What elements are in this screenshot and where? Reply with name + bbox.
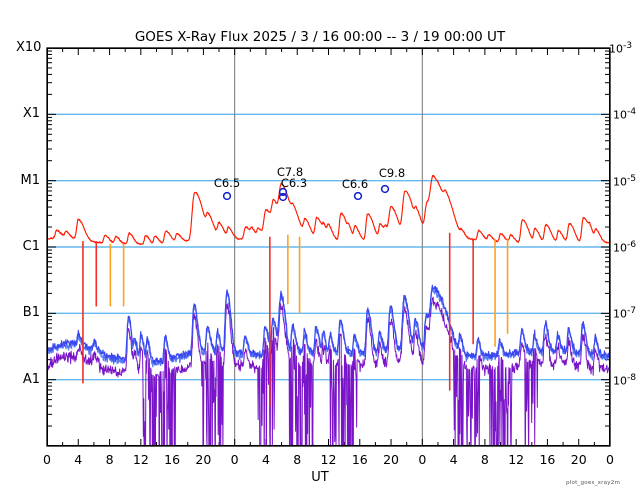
chart-title: GOES X-Ray Flux 2025 / 3 / 16 00:00 -- 3…	[134, 29, 506, 45]
y-axis-label-B1: B1	[22, 305, 40, 321]
y-axis-label-C1: C1	[22, 239, 40, 254]
x-axis-label-9: 12	[320, 452, 337, 467]
flare-label-C7.8: C7.8	[276, 165, 304, 179]
plot-area	[47, 48, 610, 446]
x-axis-title: UT	[311, 470, 329, 485]
x-axis-label-7: 4	[261, 452, 270, 467]
x-axis-label-8: 8	[293, 452, 302, 467]
y-axis-label-X1: X1	[22, 106, 40, 122]
x-axis-label-12: 0	[418, 452, 427, 467]
watermark-label: plot_goes_xray2m	[566, 480, 621, 486]
y-axis-label-A1: A1	[22, 371, 40, 387]
flare-label-C6.6: C6.6	[341, 177, 369, 191]
x-axis-label-14: 8	[480, 452, 489, 467]
x-axis-label-1: 4	[74, 452, 83, 467]
x-axis-label-16: 16	[539, 452, 556, 467]
y-axis-label-M1: M1	[20, 172, 41, 188]
x-axis-label-0: 0	[43, 452, 51, 467]
y-axis-right-label-1: 10-4	[613, 106, 637, 122]
x-axis-label-4: 16	[164, 452, 181, 467]
y-axis-right-label-2: 10-5	[613, 172, 637, 189]
y-axis-right-label-3: 10-6	[613, 239, 637, 255]
x-axis-label-5: 20	[195, 452, 212, 467]
x-axis-label-6: 0	[230, 452, 239, 467]
x-axis-label-3: 12	[132, 452, 149, 467]
y-axis-right-label-5: 10-8	[613, 371, 637, 388]
flare-label-C6.5: C6.5	[213, 176, 241, 190]
flare-label-C6.3: C6.3	[280, 176, 308, 190]
y-axis-top-right-label: 10-3	[609, 40, 633, 56]
x-axis-label-10: 16	[351, 452, 368, 467]
flare-label-C9.8: C9.8	[378, 166, 406, 180]
x-axis-label-13: 4	[449, 452, 458, 467]
x-axis-label-17: 20	[570, 452, 587, 467]
x-axis-label-15: 12	[508, 452, 525, 467]
y-axis-top-label: X10	[16, 40, 42, 55]
x-axis-label-2: 8	[105, 452, 114, 467]
x-axis-label-18: 0	[606, 452, 614, 467]
x-axis-label-11: 20	[383, 452, 399, 467]
y-axis-right-label-4: 10-7	[613, 305, 637, 321]
